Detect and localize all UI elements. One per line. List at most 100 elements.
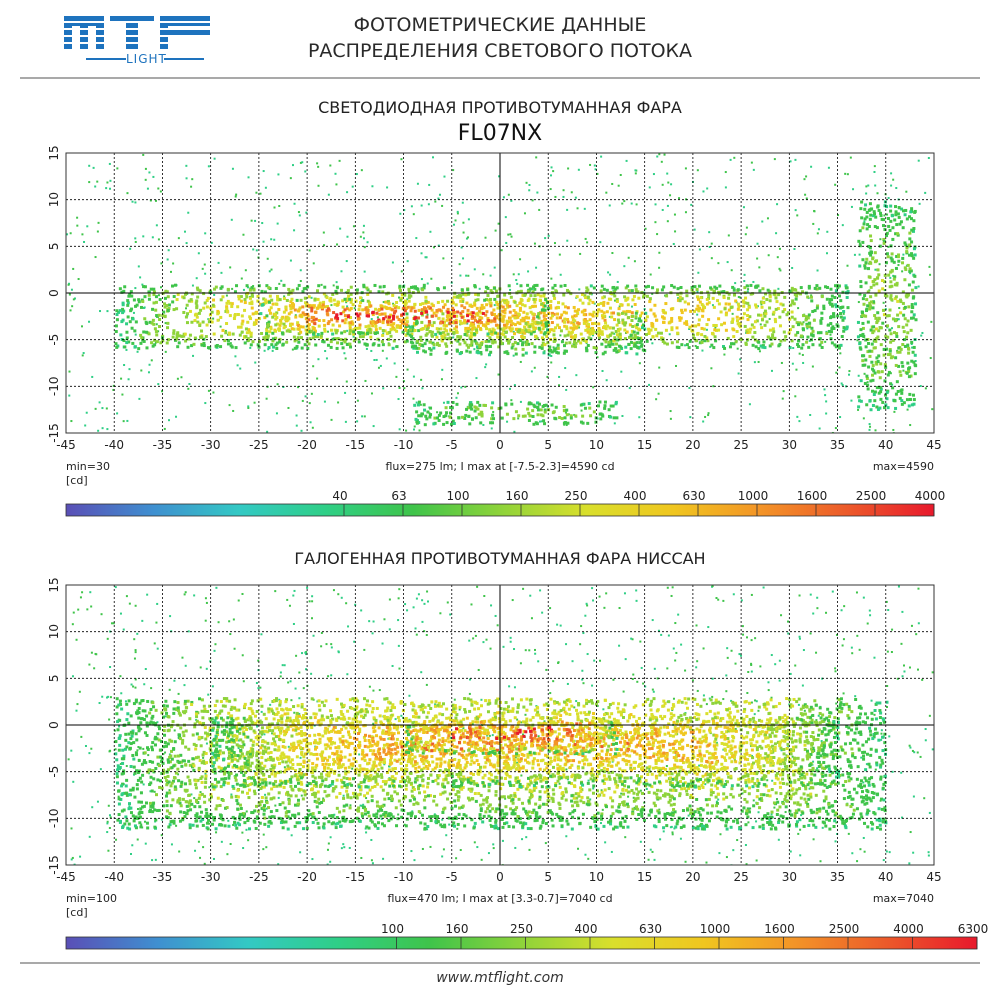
heatmap-speck <box>142 235 145 238</box>
heatmap-cell <box>903 344 907 348</box>
heatmap-cell <box>263 290 267 294</box>
heatmap-cell <box>899 373 903 377</box>
heatmap-speck <box>858 242 861 245</box>
heatmap-cell <box>884 393 888 397</box>
heatmap-speck <box>388 628 391 631</box>
heatmap-speck <box>760 303 763 306</box>
heatmap-speck <box>599 241 602 244</box>
heatmap-cell <box>335 285 339 289</box>
heatmap-cell <box>610 311 614 315</box>
heatmap-cell <box>335 319 339 323</box>
heatmap-cell <box>886 335 890 339</box>
heatmap-speck <box>778 679 781 682</box>
heatmap-speck <box>874 768 877 771</box>
heatmap-speck <box>584 237 587 240</box>
heatmap-cell <box>553 349 557 353</box>
heatmap-cell <box>323 285 327 289</box>
heatmap-cell <box>339 312 343 316</box>
heatmap-speck <box>796 415 799 418</box>
heatmap-cell <box>623 295 627 299</box>
heatmap-speck <box>671 831 674 834</box>
heatmap-cell <box>135 303 139 307</box>
chart-1-heatmap <box>66 153 934 433</box>
heatmap-cell <box>910 207 914 211</box>
heatmap-cell <box>284 318 288 322</box>
heatmap-speck <box>529 594 532 597</box>
heatmap-speck <box>160 834 163 837</box>
heatmap-speck <box>726 647 729 650</box>
heatmap-speck <box>300 794 303 797</box>
heatmap-speck <box>873 170 876 173</box>
heatmap-cell <box>281 343 285 347</box>
heatmap-cell <box>616 338 620 342</box>
heatmap-cell <box>685 289 689 293</box>
heatmap-cell <box>549 316 553 320</box>
heatmap-cell <box>441 331 445 335</box>
heatmap-cell <box>751 335 755 339</box>
heatmap-speck <box>515 279 518 282</box>
heatmap-cell <box>706 290 710 294</box>
heatmap-cell <box>862 222 866 226</box>
heatmap-cell <box>500 416 504 420</box>
heatmap-speck <box>752 799 755 802</box>
heatmap-cell <box>560 416 564 420</box>
heatmap-speck <box>507 193 510 196</box>
heatmap-speck <box>747 288 750 291</box>
heatmap-cell <box>210 310 214 314</box>
heatmap-speck <box>669 826 672 829</box>
heatmap-cell <box>236 325 240 329</box>
heatmap-cell <box>815 306 819 310</box>
heatmap-cell <box>732 342 736 346</box>
heatmap-speck <box>732 593 735 596</box>
heatmap-cell <box>519 289 523 293</box>
heatmap-cell <box>909 269 913 273</box>
heatmap-cell <box>205 299 209 303</box>
heatmap-cell <box>656 331 660 335</box>
heatmap-cell <box>869 295 873 299</box>
heatmap-cell <box>325 309 329 313</box>
heatmap-cell <box>561 302 565 306</box>
heatmap-cell <box>660 288 664 292</box>
heatmap-cell <box>724 313 728 317</box>
heatmap-cell <box>877 273 881 277</box>
heatmap-cell <box>195 299 199 303</box>
heatmap-cell <box>389 323 393 327</box>
heatmap-speck <box>360 609 363 612</box>
heatmap-cell <box>664 302 668 306</box>
heatmap-speck <box>109 696 112 699</box>
heatmap-speck <box>231 287 234 290</box>
heatmap-cell <box>364 307 368 311</box>
heatmap-cell <box>526 289 530 293</box>
chart-2-max-label: max=7040 <box>872 892 934 905</box>
heatmap-speck <box>277 173 280 176</box>
heatmap-speck <box>546 375 549 378</box>
heatmap-cell <box>894 205 898 209</box>
heatmap-cell <box>554 326 558 330</box>
heatmap-speck <box>310 672 313 675</box>
heatmap-speck <box>737 372 740 375</box>
heatmap-speck <box>245 810 248 813</box>
heatmap-cell <box>886 255 890 259</box>
heatmap-cell <box>278 323 282 327</box>
heatmap-cell <box>656 288 660 292</box>
heatmap-cell <box>470 407 474 411</box>
heatmap-cell <box>912 402 916 406</box>
heatmap-cell <box>460 315 464 319</box>
heatmap-speck <box>465 274 468 277</box>
heatmap-speck <box>739 296 742 299</box>
heatmap-speck <box>671 709 674 712</box>
heatmap-cell <box>244 327 248 331</box>
heatmap-speck <box>797 307 800 310</box>
heatmap-cell <box>550 403 554 407</box>
heatmap-speck <box>898 307 901 310</box>
heatmap-cell <box>903 338 907 342</box>
heatmap-cell <box>571 344 575 348</box>
heatmap-cell <box>599 289 603 293</box>
y-tick-label: -5 <box>47 334 61 346</box>
x-tick-label: 45 <box>926 438 941 452</box>
heatmap-cell <box>400 296 404 300</box>
heatmap-cell <box>633 303 637 307</box>
heatmap-cell <box>274 329 278 333</box>
heatmap-cell <box>503 311 507 315</box>
heatmap-cell <box>439 327 443 331</box>
